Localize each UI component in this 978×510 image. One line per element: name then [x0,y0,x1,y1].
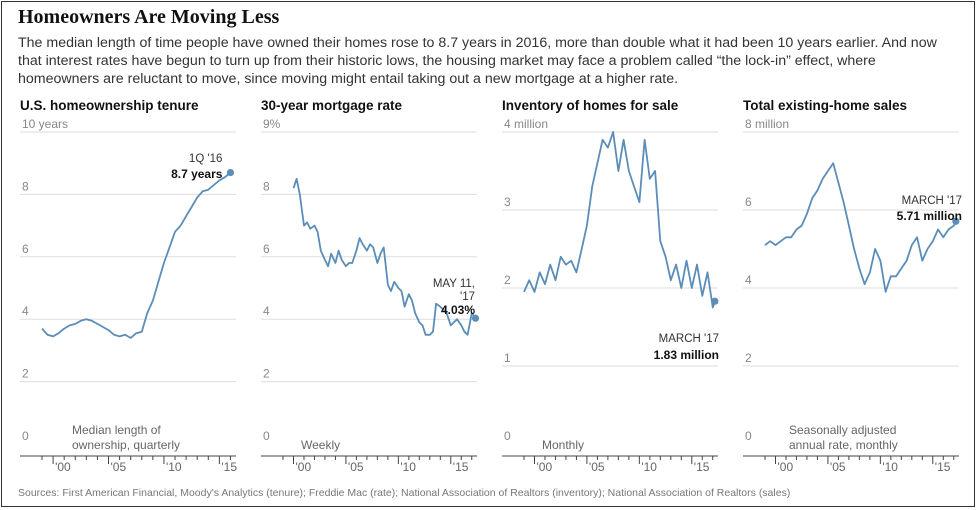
annotation-label: 1Q '16 [189,153,223,165]
y-tick-label: 2 [263,367,270,381]
y-tick-label: 6 [263,242,270,256]
series-line [764,162,957,293]
annotation-value: 5.71 million [897,209,962,223]
end-point-marker [711,297,719,305]
x-tick-label: '10 [400,460,416,474]
chart-svg-inventory: 4 million 3 2 1 0 '00 '05 '10 '15 Monthly MARCH '1… [502,117,719,474]
y-tick-label: 2 [22,367,29,381]
x-tick-label: '15 [453,460,469,474]
chart-note: annual rate, monthly [789,438,898,452]
graphic-deck: The median length of time people have ow… [18,35,937,87]
y-tick-label: 4 [745,273,752,287]
x-tick-label: '15 [935,460,951,474]
chart-title: Total existing-home sales [743,98,908,113]
y-tick-label: 2 [504,273,511,287]
y-tick-label: 8 million [745,117,789,131]
annotation-value: 4.03% [441,303,475,317]
chart-panel-existing-home-sales: Total existing-home sales 8 million 6 4 2 0 '… [743,98,978,483]
end-point-marker [952,217,960,225]
x-tick-label: '00 [536,460,552,474]
series-line [292,177,477,336]
x-tick-label: '15 [694,460,710,474]
chart-panel-tenure: U.S. homeownership tenure 10 years 8 6 4 2 0 '… [20,98,260,483]
x-tick-label: '00 [295,460,311,474]
x-tick-label: '00 [55,460,71,474]
y-tick-label: 4 million [504,117,548,131]
annotation-value: 8.7 years [171,167,223,181]
y-tick-label: 8 [263,179,270,193]
graphic-title: Homeowners Are Moving Less [18,6,280,28]
x-tick-label: '10 [882,460,898,474]
end-point-marker [226,168,235,177]
y-tick-label: 8 [22,179,29,193]
x-tick-label: '10 [641,460,657,474]
series-line [41,171,232,339]
y-tick-label: 1 [504,351,511,365]
sources-note: Sources: First American Financial, Moody… [18,487,791,499]
y-tick-label: 0 [504,429,511,443]
chart-title: Inventory of homes for sale [502,98,679,113]
chart-note: Seasonally adjusted [789,423,896,437]
y-tick-label: 3 [504,195,511,209]
chart-note: Median length of [72,423,161,437]
y-tick-label: 0 [22,429,29,443]
y-tick-label: 9% [263,117,281,131]
x-tick-label: '05 [830,460,846,474]
x-tick-label: '10 [166,460,182,474]
chart-title: U.S. homeownership tenure [20,98,199,113]
x-tick-label: '05 [348,460,364,474]
x-tick-label: '00 [777,460,793,474]
chart-note: ownership, quarterly [72,438,180,452]
chart-note: Weekly [301,438,340,452]
chart-note: Monthly [542,438,584,452]
chart-title: 30-year mortgage rate [261,98,403,113]
annotation-label: MARCH '17 [902,195,962,207]
annotation-label: MAY 11, [433,278,475,290]
y-tick-label: 0 [263,429,270,443]
y-tick-label: 4 [22,304,29,318]
x-tick-label: '05 [111,460,127,474]
chart-svg-existing-home-sales: 8 million 6 4 2 0 '00 '05 '10 '15 Seasonally adju… [743,117,962,474]
chart-svg-mortgage-rate: 9% 8 6 4 2 0 '00 '05 '10 '15 Weekly MAY 11,'174.03% [261,117,480,474]
end-point-marker [471,314,480,322]
y-tick-label: 4 [263,304,270,318]
annotation-label: MARCH '17 [659,333,719,345]
y-tick-label: 2 [745,351,752,365]
chart-panel-inventory: Inventory of homes for sale 4 million 3 2 1… [502,98,742,483]
series-line [523,131,716,309]
annotation-label: '17 [460,291,475,303]
y-tick-label: 0 [745,429,752,443]
y-tick-label: 10 years [22,117,68,131]
x-tick-label: '05 [589,460,605,474]
chart-panel-mortgage-rate: 30-year mortgage rate 9% 8 6 4 2 0 '00 '05 '10 '1… [261,98,501,483]
y-tick-label: 6 [745,195,752,209]
annotation-value: 1.83 million [654,348,719,362]
y-tick-label: 6 [22,242,29,256]
x-tick-label: '15 [221,460,237,474]
chart-svg-tenure: 10 years 8 6 4 2 0 '00 '05 '10 '15 Median length o… [20,117,237,474]
